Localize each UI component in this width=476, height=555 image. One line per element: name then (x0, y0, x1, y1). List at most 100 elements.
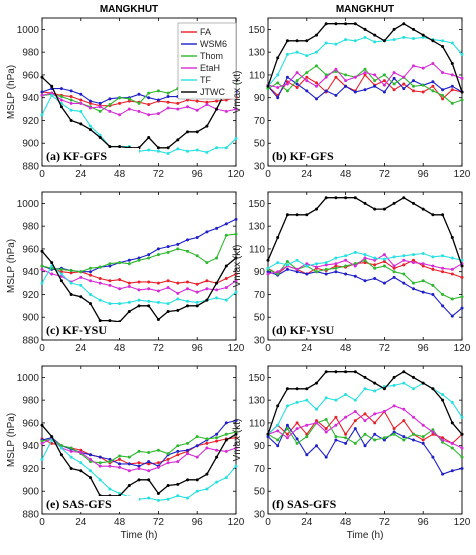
data-point-wsm6 (373, 277, 377, 281)
data-point-thom (421, 279, 425, 283)
data-point-etah (421, 262, 425, 266)
data-point-jtwc (373, 33, 377, 37)
data-point-thom (176, 247, 180, 251)
y-tick-label: 900 (22, 487, 39, 498)
data-point-jtwc (69, 292, 73, 296)
y-tick-label: 150 (248, 199, 265, 210)
data-point-fa (441, 436, 445, 440)
data-point-jtwc (166, 484, 170, 488)
data-point-thom (166, 250, 170, 254)
data-point-thom (89, 460, 92, 464)
data-point-wsm6 (147, 96, 151, 100)
data-point-fa (363, 73, 367, 77)
data-point-thom (450, 101, 454, 105)
data-point-jtwc (234, 432, 238, 436)
data-point-etah (392, 264, 396, 268)
y-tick-label: 30 (254, 336, 266, 347)
data-point-etah (363, 419, 367, 423)
data-point-jtwc (431, 39, 435, 43)
data-point-jtwc (431, 213, 435, 217)
data-point-etah (98, 105, 102, 109)
data-point-fa (234, 272, 238, 276)
data-point-wsm6 (421, 290, 425, 294)
x-tick-label: 48 (114, 517, 126, 528)
data-point-etah (108, 283, 112, 287)
data-point-tf (186, 496, 189, 500)
data-point-tf (305, 398, 309, 402)
data-point-fa (118, 101, 122, 105)
data-point-jtwc (147, 136, 151, 140)
data-point-thom (79, 270, 83, 274)
data-point-tf (450, 41, 454, 45)
data-point-tf (79, 109, 83, 113)
data-point-fa (69, 95, 73, 99)
data-point-etah (215, 288, 219, 292)
data-point-etah (195, 455, 199, 459)
legend-label-jtwc: JTWC (200, 87, 225, 97)
data-point-tf (147, 148, 151, 152)
data-point-etah (344, 79, 348, 83)
data-point-tf (98, 133, 102, 137)
data-point-wsm6 (363, 88, 367, 92)
data-point-etah (285, 436, 289, 440)
data-point-thom (392, 432, 396, 436)
data-point-wsm6 (98, 101, 102, 105)
data-point-wsm6 (234, 419, 238, 423)
panel-label: (e) SAS-GFS (46, 497, 112, 511)
data-point-jtwc (156, 492, 160, 496)
data-point-jtwc (295, 213, 299, 217)
data-point-tf (324, 41, 328, 45)
data-point-thom (127, 455, 131, 459)
data-point-tf (295, 400, 299, 404)
data-point-wsm6 (108, 457, 112, 461)
data-point-jtwc (363, 27, 367, 31)
data-point-thom (421, 435, 425, 439)
data-point-fa (421, 264, 425, 268)
data-point-tf (195, 148, 199, 152)
data-point-jtwc (137, 304, 141, 308)
data-point-jtwc (450, 421, 454, 425)
data-point-etah (431, 264, 435, 268)
data-point-jtwc (392, 201, 396, 205)
data-point-jtwc (89, 302, 92, 306)
data-point-etah (186, 287, 189, 291)
data-point-fa (118, 457, 122, 461)
y-tick-label: 940 (22, 267, 39, 278)
data-point-thom (324, 418, 328, 422)
data-point-wsm6 (363, 279, 367, 283)
data-point-jtwc (392, 375, 396, 379)
data-point-tf (59, 446, 63, 450)
data-point-jtwc (402, 22, 406, 26)
data-point-wsm6 (118, 462, 122, 466)
legend-label-fa: FA (200, 27, 211, 37)
data-point-tf (69, 108, 73, 112)
legend-label-etah: EtaH (200, 63, 220, 73)
column-title-left: MANGKHUT (100, 4, 158, 15)
data-point-thom (402, 272, 406, 276)
data-point-wsm6 (295, 437, 299, 441)
data-point-thom (373, 79, 377, 83)
data-point-fa (412, 258, 415, 262)
y-tick-label: 1000 (17, 199, 40, 210)
data-point-jtwc (147, 304, 151, 308)
data-point-tf (266, 266, 270, 270)
data-point-jtwc (382, 39, 386, 43)
data-point-wsm6 (373, 432, 377, 436)
data-point-etah (127, 284, 131, 288)
data-point-jtwc (431, 387, 435, 391)
data-point-jtwc (276, 404, 280, 408)
x-tick-label: 96 (418, 169, 430, 180)
data-point-fa (69, 271, 73, 275)
data-point-tf (285, 404, 289, 408)
x-tick-label: 96 (418, 517, 430, 528)
data-point-etah (421, 423, 425, 427)
data-point-etah (373, 412, 377, 416)
data-point-jtwc (166, 310, 170, 314)
data-point-thom (315, 64, 318, 68)
data-point-fa (285, 432, 289, 436)
data-point-jtwc (215, 455, 219, 459)
data-point-wsm6 (108, 264, 112, 268)
data-point-etah (156, 289, 160, 293)
data-point-fa (392, 266, 396, 270)
data-point-fa (382, 79, 386, 83)
